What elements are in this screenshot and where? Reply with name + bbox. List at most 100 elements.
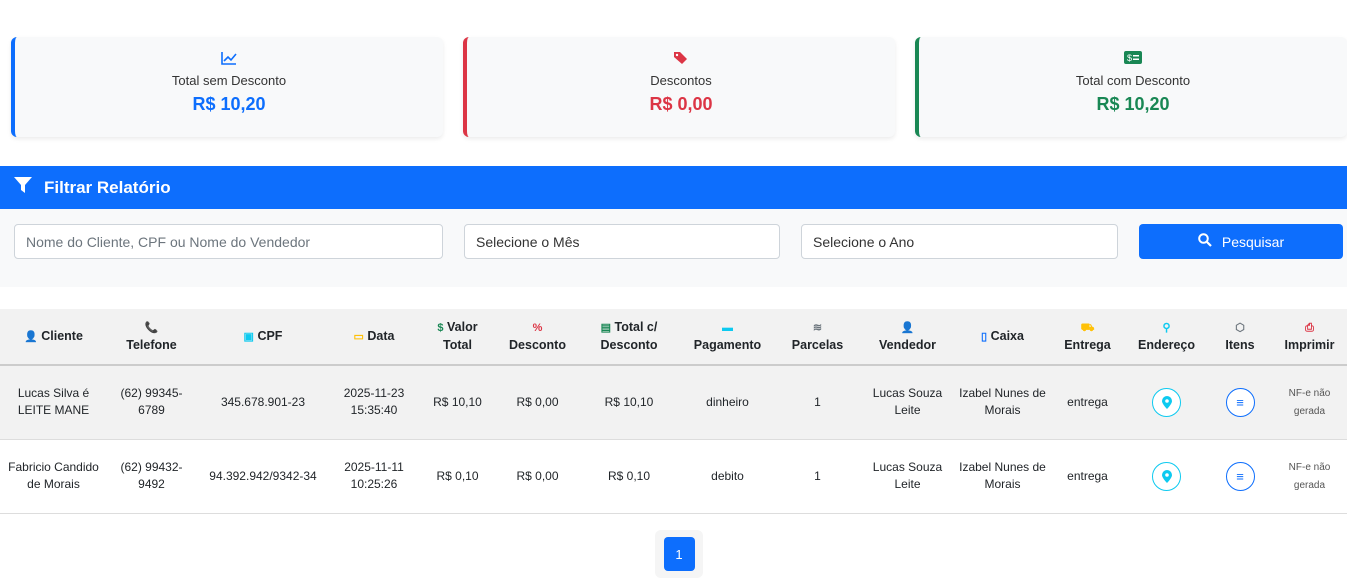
imprimir-icon: ⎙ (1305, 322, 1314, 334)
cell-caixa: Izabel Nunes de Morais (955, 365, 1050, 440)
header-valor-total: $ Valor Total (418, 309, 497, 366)
table-row: Fabricio Candido de Morais (62) 99432-949… (0, 439, 1347, 514)
search-input[interactable] (14, 224, 443, 259)
filter-header: Filtrar Relatório (0, 166, 1347, 209)
nfe-status: NF-e não gerada (1288, 388, 1331, 418)
year-select[interactable]: Selecione o Ano (801, 224, 1118, 259)
cell-vendedor: Lucas Souza Leite (860, 439, 955, 514)
cell-data: 2025-11-11 10:25:26 (330, 439, 418, 514)
card-descontos: Descontos R$ 0,00 (463, 37, 895, 137)
header-label: Itens (1225, 338, 1255, 352)
search-icon (1198, 233, 1212, 250)
header-itens: ⬡ Itens (1208, 309, 1272, 366)
cell-parcelas: 1 (775, 439, 860, 514)
search-button-label: Pesquisar (1221, 233, 1285, 250)
filter-icon (14, 177, 32, 198)
cell-entrega: entrega (1050, 439, 1125, 514)
header-imprimir: ⎙ Imprimir (1272, 309, 1347, 366)
header-label: Cliente (41, 328, 83, 343)
cell-pagamento: debito (680, 439, 775, 514)
telefone-icon: 📞 (144, 322, 159, 334)
cell-cliente: Lucas Silva é LEITE MANE (0, 365, 107, 440)
header-pagamento: ▬ Pagamento (680, 309, 775, 366)
page-button-1[interactable]: 1 (663, 537, 695, 571)
cell-total: R$ 0,10 (578, 439, 680, 514)
header-parcelas: ≋ Parcelas (775, 309, 860, 366)
header-total-com-desconto: ▤ Total c/Desconto (578, 309, 680, 366)
header-caixa: ▯ Caixa (955, 309, 1050, 366)
header-endereco: ⚲ Endereço (1125, 309, 1208, 366)
card-value: R$ 0,00 (649, 94, 713, 114)
entrega-icon: ⛟ (1080, 322, 1095, 334)
cell-imprimir: NF-e não gerada (1272, 365, 1347, 440)
cell-itens: ≡ (1208, 365, 1272, 440)
card-total-com-desconto: $ Total com Desconto R$ 10,20 (915, 37, 1347, 137)
header-label: Desconto (600, 338, 658, 352)
header-label: Parcelas (791, 338, 844, 352)
header-vendedor: 👤 Vendedor (860, 309, 955, 366)
cell-telefone: (62) 99345-6789 (107, 365, 196, 440)
map-marker-icon[interactable] (1152, 387, 1181, 417)
cell-total: R$ 10,10 (578, 365, 680, 440)
cell-cpf: 94.392.942/9342-34 (196, 439, 330, 514)
card-total-sem-desconto: Total sem Desconto R$ 10,20 (11, 37, 443, 137)
cell-telefone: (62) 99432-9492 (107, 439, 196, 514)
parcelas-icon: ≋ (812, 322, 823, 334)
cell-data: 2025-11-23 15:35:40 (330, 365, 418, 440)
card-label: Descontos (650, 73, 712, 88)
table-header-row: 👤 Cliente 📞 Telefone ▣ CPF ▭ Data $ Valor Tota… (0, 309, 1347, 366)
header-label: Desconto (509, 338, 566, 352)
map-marker-icon[interactable] (1152, 461, 1181, 491)
caixa-icon: ▯ (981, 330, 988, 343)
header-label: Entrega (1064, 338, 1111, 352)
cell-valor: R$ 10,10 (418, 365, 497, 440)
header-desconto: % Desconto (497, 309, 578, 366)
data-icon: ▭ (353, 330, 364, 343)
filter-body: Selecione o Mês Selecione o Ano Pesquisa… (0, 209, 1347, 287)
month-select[interactable]: Selecione o Mês (464, 224, 780, 259)
header-label: Pagamento (693, 338, 762, 352)
total-com-desconto-icon: ▤ (600, 322, 612, 334)
search-button[interactable]: Pesquisar (1139, 224, 1343, 259)
header-label: Telefone (126, 338, 177, 352)
cell-endereco (1125, 365, 1208, 440)
header-cliente: 👤 Cliente (0, 309, 107, 366)
header-label: Total (443, 338, 472, 352)
header-label: CPF (257, 328, 283, 343)
nfe-status: NF-e não gerada (1288, 462, 1331, 491)
list-icon[interactable]: ≡ (1225, 387, 1255, 417)
endereco-icon: ⚲ (1162, 322, 1171, 334)
money-bill-icon: $ (919, 51, 1347, 69)
header-label: Caixa (990, 328, 1024, 343)
report-table: 👤 Cliente 📞 Telefone ▣ CPF ▭ Data $ Valor Tota… (0, 309, 1347, 514)
card-value: R$ 10,20 (1096, 94, 1170, 114)
card-value: R$ 10,20 (192, 94, 266, 114)
cell-cpf: 345.678.901-23 (196, 365, 330, 440)
cell-entrega: entrega (1050, 365, 1125, 440)
header-cpf: ▣ CPF (196, 309, 330, 366)
svg-text:$: $ (1127, 53, 1132, 63)
vendedor-icon: 👤 (900, 322, 915, 334)
list-icon[interactable]: ≡ (1225, 461, 1255, 491)
header-label: Total c/ (614, 320, 658, 334)
itens-icon: ⬡ (1235, 322, 1245, 334)
cell-itens: ≡ (1208, 439, 1272, 514)
header-data: ▭ Data (330, 309, 418, 366)
cell-valor: R$ 0,10 (418, 439, 497, 514)
cell-vendedor: Lucas Souza Leite (860, 365, 955, 440)
header-label: Vendedor (879, 338, 936, 352)
pagamento-icon: ▬ (722, 322, 733, 334)
cell-desconto: R$ 0,00 (497, 365, 578, 440)
cell-pagamento: dinheiro (680, 365, 775, 440)
cpf-icon: ▣ (243, 330, 254, 343)
cell-parcelas: 1 (775, 365, 860, 440)
cliente-icon: 👤 (24, 330, 38, 343)
cell-cliente: Fabricio Candido de Morais (0, 439, 107, 514)
tags-icon (467, 51, 895, 69)
header-telefone: 📞 Telefone (107, 309, 196, 366)
desconto-icon: % (532, 322, 543, 334)
valor-total-icon: $ (437, 322, 444, 334)
card-label: Total sem Desconto (171, 73, 287, 88)
card-label: Total com Desconto (1075, 73, 1191, 88)
header-entrega: ⛟ Entrega (1050, 309, 1125, 366)
